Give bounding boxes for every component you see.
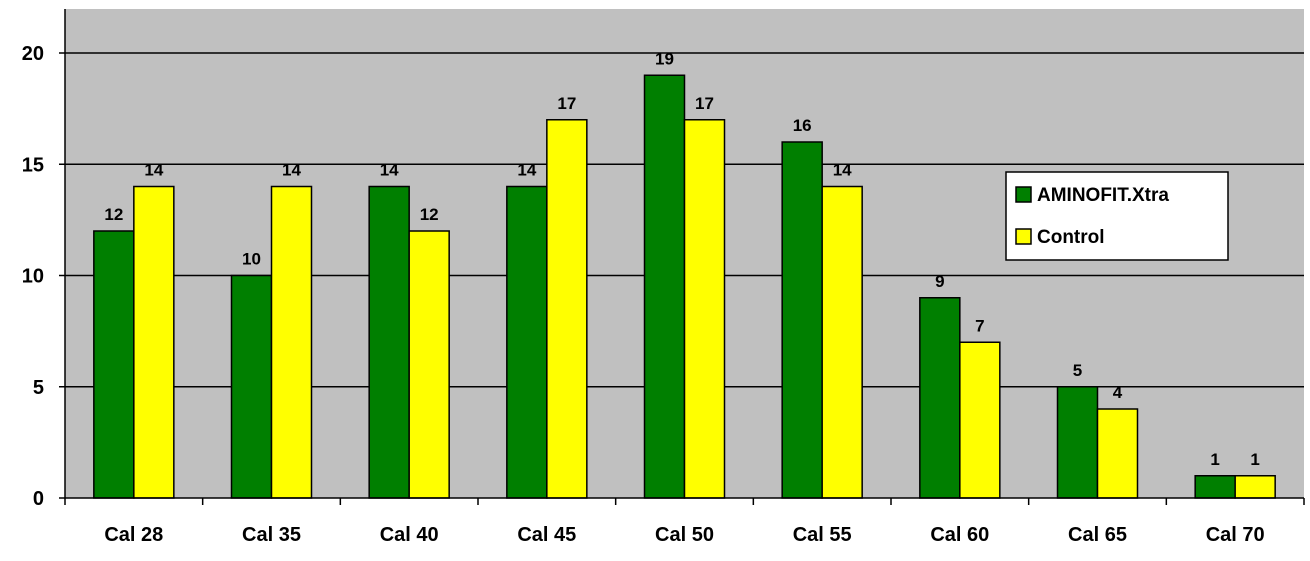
legend-swatch-aminofit xyxy=(1016,187,1031,202)
y-tick-label: 10 xyxy=(22,266,44,288)
bar-aminofit xyxy=(1058,387,1098,498)
data-label: 9 xyxy=(935,272,944,291)
bar-aminofit xyxy=(920,298,960,498)
x-tick-label: Cal 35 xyxy=(242,524,301,546)
data-label: 16 xyxy=(793,116,812,135)
bar-control xyxy=(134,187,174,499)
bar-aminofit xyxy=(507,187,547,499)
bar-control xyxy=(1235,476,1275,498)
data-label: 12 xyxy=(420,205,439,224)
bar-control xyxy=(960,342,1000,498)
x-tick-label: Cal 45 xyxy=(517,524,576,546)
bar-control xyxy=(272,187,312,499)
data-label: 1 xyxy=(1210,450,1219,469)
data-label: 17 xyxy=(695,94,714,113)
bar-control xyxy=(1098,409,1138,498)
data-label: 7 xyxy=(975,316,984,335)
legend-label-aminofit: AMINOFIT.Xtra xyxy=(1037,185,1169,206)
x-tick-label: Cal 50 xyxy=(655,524,714,546)
bar-aminofit xyxy=(645,75,685,498)
bar-aminofit xyxy=(232,276,272,499)
data-label: 14 xyxy=(833,161,852,180)
bar-aminofit xyxy=(1195,476,1235,498)
y-tick-label: 15 xyxy=(22,154,44,176)
y-tick-label: 5 xyxy=(33,377,44,399)
x-tick-label: Cal 40 xyxy=(380,524,439,546)
data-label: 17 xyxy=(557,94,576,113)
x-tick-label: Cal 28 xyxy=(104,524,163,546)
data-label: 1 xyxy=(1250,450,1259,469)
data-label: 14 xyxy=(144,161,163,180)
x-tick-label: Cal 60 xyxy=(930,524,989,546)
bar-aminofit xyxy=(782,142,822,498)
data-label: 5 xyxy=(1073,361,1082,380)
bar-control xyxy=(685,120,725,498)
bar-control xyxy=(822,187,862,499)
x-tick-label: Cal 55 xyxy=(793,524,852,546)
y-tick-label: 0 xyxy=(33,488,44,510)
legend: AMINOFIT.Xtra Control xyxy=(1006,172,1228,260)
bar-control xyxy=(547,120,587,498)
data-label: 19 xyxy=(655,49,674,68)
data-label: 14 xyxy=(380,161,399,180)
legend-label-control: Control xyxy=(1037,227,1105,248)
bar-aminofit xyxy=(94,231,134,498)
bar-aminofit xyxy=(369,187,409,499)
data-label: 14 xyxy=(282,161,301,180)
legend-swatch-control xyxy=(1016,229,1031,244)
bar-control xyxy=(409,231,449,498)
x-tick-label: Cal 70 xyxy=(1206,524,1265,546)
data-label: 14 xyxy=(517,161,536,180)
data-label: 4 xyxy=(1113,383,1123,402)
x-tick-label: Cal 65 xyxy=(1068,524,1127,546)
data-label: 10 xyxy=(242,250,261,269)
data-label: 12 xyxy=(104,205,123,224)
y-tick-label: 20 xyxy=(22,43,44,65)
